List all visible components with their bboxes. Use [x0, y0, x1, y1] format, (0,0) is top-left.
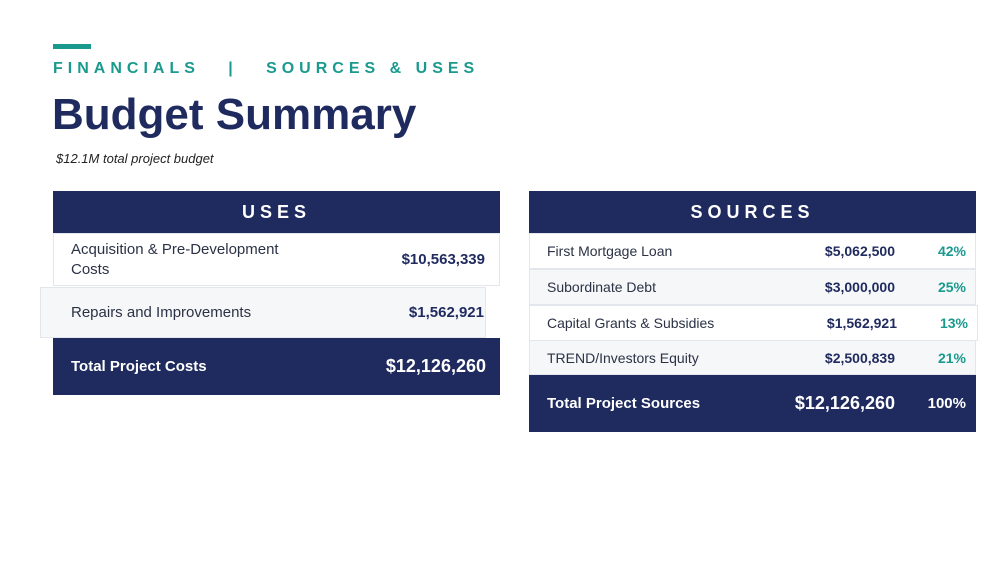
sources-row: Subordinate Debt $3,000,000 25%	[529, 269, 976, 305]
total-percent: 100%	[927, 395, 966, 412]
source-label: Capital Grants & Subsidies	[547, 315, 715, 331]
source-percent: 25%	[937, 279, 966, 295]
sources-row: TREND/Investors Equity $2,500,839 21%	[529, 340, 976, 375]
uses-label: Acquisition & Pre-Development Costs	[71, 240, 279, 278]
subsection: SOURCES & USES	[266, 60, 480, 77]
uses-row: Acquisition & Pre-Development Costs $10,…	[53, 233, 500, 286]
source-amount: $1,562,921	[826, 315, 897, 331]
sources-row: First Mortgage Loan $5,062,500 42%	[529, 233, 976, 269]
uses-row: Repairs and Improvements $1,562,921	[40, 287, 486, 338]
section: FINANCIALS	[53, 60, 200, 77]
source-percent: 42%	[937, 243, 966, 259]
source-percent: 21%	[937, 349, 966, 366]
source-amount: $2,500,839	[824, 349, 895, 366]
source-label: First Mortgage Loan	[547, 243, 673, 259]
source-amount: $3,000,000	[824, 279, 895, 295]
subtitle: $12.1M total project budget	[56, 151, 214, 166]
total-amount: $12,126,260	[794, 393, 895, 413]
kicker: FINANCIALS | SOURCES & USES	[53, 60, 479, 78]
total-label: Total Project Sources	[547, 395, 701, 412]
total-amount: $12,126,260	[385, 356, 486, 376]
uses-amount: $10,563,339	[401, 251, 485, 268]
source-percent: 13%	[939, 315, 968, 331]
title: Budget Summary	[52, 90, 417, 139]
accent-bar	[53, 44, 91, 49]
uses-total: Total Project Costs $12,126,260	[53, 338, 500, 395]
source-label: TREND/Investors Equity	[547, 349, 699, 366]
sources-total: Total Project Sources $12,126,260 100%	[529, 375, 976, 432]
source-amount: $5,062,500	[824, 243, 895, 259]
uses-amount: $1,562,921	[408, 304, 484, 321]
total-label: Total Project Costs	[71, 358, 207, 375]
sources-heading: SOURCES	[529, 191, 976, 233]
uses-heading: USES	[53, 191, 500, 233]
uses-label: Repairs and Improvements	[71, 303, 252, 321]
sources-row: Capital Grants & Subsidies $1,562,921 13%	[529, 305, 978, 341]
separator: |	[228, 60, 238, 77]
source-label: Subordinate Debt	[547, 279, 656, 295]
